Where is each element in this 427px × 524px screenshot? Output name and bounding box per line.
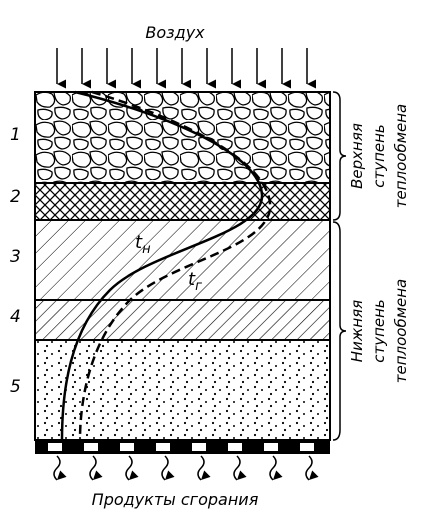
grate-hole [48, 443, 62, 451]
grate-hole [156, 443, 170, 451]
gas-arrow [233, 455, 247, 481]
layer-3 [35, 220, 330, 300]
curve-tn [60, 90, 264, 441]
grate-hole [192, 443, 206, 451]
symbol: t [188, 269, 196, 290]
grate [35, 440, 330, 454]
gas-arrow [89, 455, 103, 481]
grate-hole [300, 443, 314, 451]
subscript: г [195, 279, 202, 294]
gas-arrow [53, 455, 67, 481]
bottom-label: Продукты сгорания [92, 490, 259, 509]
layer-number: 3 [10, 247, 21, 267]
layer-number: 2 [10, 187, 21, 207]
curve-label: tг [188, 269, 202, 294]
layer-number: 5 [10, 377, 21, 397]
arrows [53, 48, 319, 481]
zone-label: Нижняя [348, 300, 366, 362]
layer-4 [35, 300, 330, 340]
gas-arrow [197, 455, 211, 481]
gas-arrow [269, 455, 283, 481]
layer-1 [35, 92, 330, 183]
curves [60, 90, 272, 441]
grate-hole [264, 443, 278, 451]
gas-arrow [125, 455, 139, 481]
braces [332, 91, 347, 441]
symbol: t [135, 232, 143, 253]
grate-hole [84, 443, 98, 451]
top-label: Воздух [145, 23, 205, 42]
curve-tg [78, 90, 272, 441]
subscript: н [142, 242, 151, 257]
layer-2 [35, 183, 330, 220]
gas-arrow [161, 455, 175, 481]
gas-arrow [305, 455, 319, 481]
curve-label: tн [135, 232, 151, 257]
zone-label: теплообмена [392, 279, 410, 384]
layers [34, 91, 331, 454]
layer-number: 4 [10, 307, 21, 327]
grate-hole [120, 443, 134, 451]
layer-number: 1 [10, 125, 21, 145]
zone-label: теплообмена [392, 104, 410, 209]
grate-hole [228, 443, 242, 451]
zone-label: ступень [370, 124, 388, 188]
zone-label: Верхняя [348, 123, 366, 189]
zone-label: ступень [370, 299, 388, 363]
